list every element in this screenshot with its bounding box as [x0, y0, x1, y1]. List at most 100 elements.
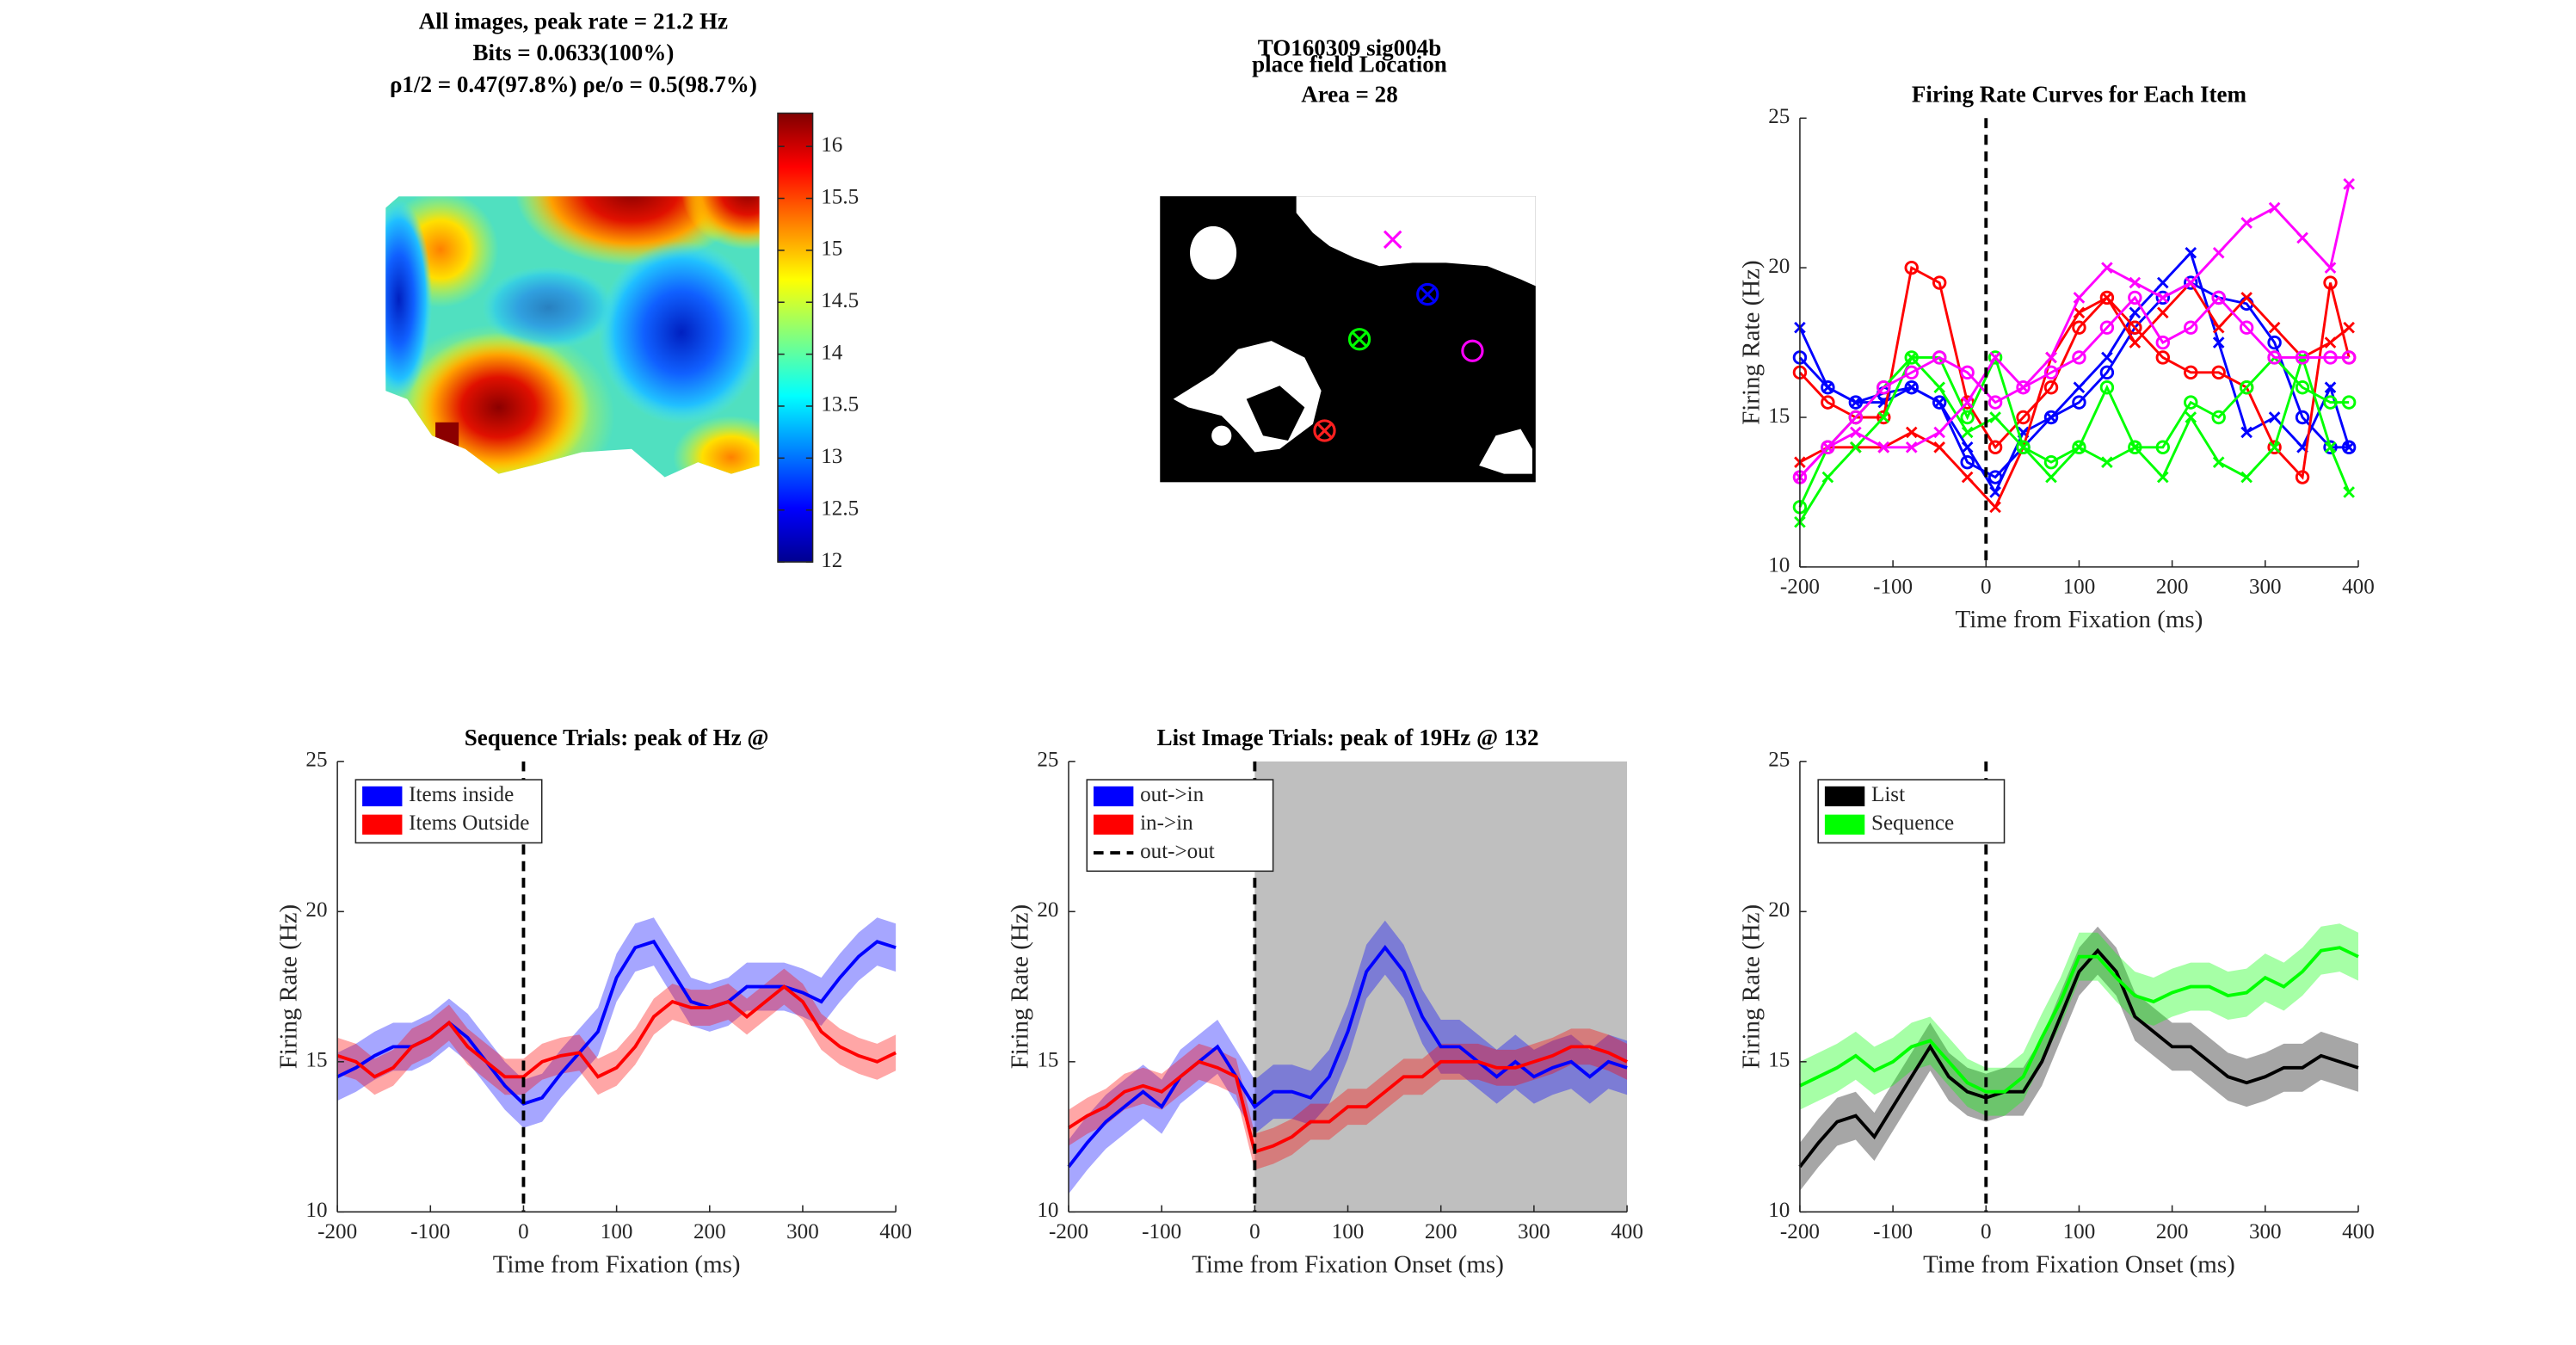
x-tick-label: 0 [1981, 1220, 1992, 1243]
marker [1905, 351, 1918, 364]
colorbar-tick-label: 14.5 [821, 289, 859, 312]
marker [2155, 350, 2171, 365]
marker [1821, 471, 1834, 484]
y-axis-label: Firing Rate (Hz) [275, 904, 303, 1069]
marker [2268, 411, 2281, 423]
x-tick-label: -100 [410, 1220, 450, 1243]
marker [2343, 486, 2355, 498]
legend-swatch [1824, 814, 1865, 835]
marker [2016, 410, 2031, 425]
marker [2212, 336, 2225, 349]
marker [1877, 411, 1890, 423]
colorbar-tick-label: 15.5 [821, 185, 859, 208]
marker [2324, 336, 2337, 349]
marker [2341, 440, 2357, 454]
marker [2072, 395, 2086, 410]
colorbar-tick-label: 12 [821, 549, 842, 572]
x-tick-label: -200 [317, 1220, 357, 1243]
legend-label: out->in [1140, 783, 1205, 806]
y-axis-label: Firing Rate (Hz) [1007, 904, 1034, 1069]
legend-swatch [1094, 786, 1134, 806]
marker [1989, 411, 2001, 423]
marker [2184, 275, 2198, 290]
colorbar-tick-label: 15 [821, 238, 842, 261]
marker [2043, 365, 2059, 380]
marker [1961, 471, 1974, 484]
marker [2155, 290, 2171, 305]
marker [1933, 381, 1946, 394]
marker [2073, 441, 2086, 453]
y-tick-label: 25 [1768, 749, 1790, 772]
marker [2268, 441, 2281, 453]
chart-title: place field Location [1252, 52, 1447, 77]
marker [2211, 290, 2226, 305]
series-line [1798, 295, 2350, 478]
x-tick-label: 0 [518, 1220, 529, 1243]
y-tick-label: 15 [1037, 1049, 1058, 1072]
marker [2323, 350, 2338, 365]
marker [1987, 350, 2003, 365]
marker [2043, 380, 2059, 395]
marker [2185, 276, 2197, 289]
y-tick-label: 10 [1037, 1199, 1058, 1222]
y-tick-label: 20 [305, 898, 327, 922]
x-axis-label: Time from Fixation Onset (ms) [1192, 1251, 1504, 1279]
marker [2099, 320, 2115, 335]
marker [2016, 440, 2031, 454]
marker [2072, 320, 2086, 335]
marker [1933, 426, 1946, 439]
marker [2073, 381, 2086, 394]
series-line [1798, 265, 2351, 480]
marker [1960, 410, 1975, 425]
marker [2184, 320, 2198, 335]
x-tick-label: -200 [1780, 1220, 1820, 1243]
marker [1850, 396, 1862, 409]
x-tick-label: 300 [2249, 576, 2282, 599]
x-tick-label: -200 [1049, 1220, 1088, 1243]
marker [1987, 440, 2003, 454]
marker [2101, 456, 2113, 468]
heatmap-image [385, 196, 760, 478]
marker [1932, 350, 1947, 365]
x-tick-label: 100 [601, 1220, 633, 1243]
marker [2043, 454, 2059, 470]
marker [2156, 292, 2169, 304]
marker [2295, 350, 2310, 365]
marker [2073, 292, 2086, 304]
marker [2212, 456, 2225, 468]
marker [2267, 335, 2282, 350]
marker [2045, 471, 2057, 484]
marker [1987, 395, 2003, 410]
marker [1848, 410, 1864, 425]
marker [2240, 292, 2252, 304]
x-tick-label: 300 [1518, 1220, 1550, 1243]
x-tick-label: 100 [1332, 1220, 1365, 1243]
chart-title: List Image Trials: peak of 19Hz @ 132 [1157, 725, 1539, 750]
colorbar-tick-label: 13 [821, 445, 842, 468]
marker [2129, 276, 2142, 289]
legend-label: List [1871, 783, 1905, 806]
series-line [1798, 947, 2359, 1169]
colorbar-tick-label: 14 [821, 341, 843, 364]
marker [1905, 441, 1918, 453]
marker [2185, 411, 2197, 423]
marker [2045, 351, 2057, 364]
marker [2101, 292, 2113, 304]
marker [2240, 471, 2252, 484]
x-axis-label: Time from Fixation (ms) [493, 1251, 741, 1279]
marker [2323, 440, 2338, 454]
marker [2156, 471, 2169, 484]
marker [2296, 231, 2308, 244]
y-axis-label: Firing Rate (Hz) [1737, 904, 1765, 1069]
y-axis-label: Firing Rate (Hz) [1737, 260, 1765, 424]
y-tick-label: 10 [1768, 554, 1790, 577]
legend-label: Sequence [1871, 811, 1954, 835]
error-band [1799, 923, 2358, 1116]
x-tick-label: 200 [2156, 1220, 2189, 1243]
x-tick-label: -100 [1873, 576, 1913, 599]
marker [1933, 396, 1946, 409]
place-field-image [1160, 196, 1536, 483]
marker [2267, 350, 2282, 365]
series-line [336, 984, 897, 1079]
x-tick-label: 100 [2063, 576, 2096, 599]
